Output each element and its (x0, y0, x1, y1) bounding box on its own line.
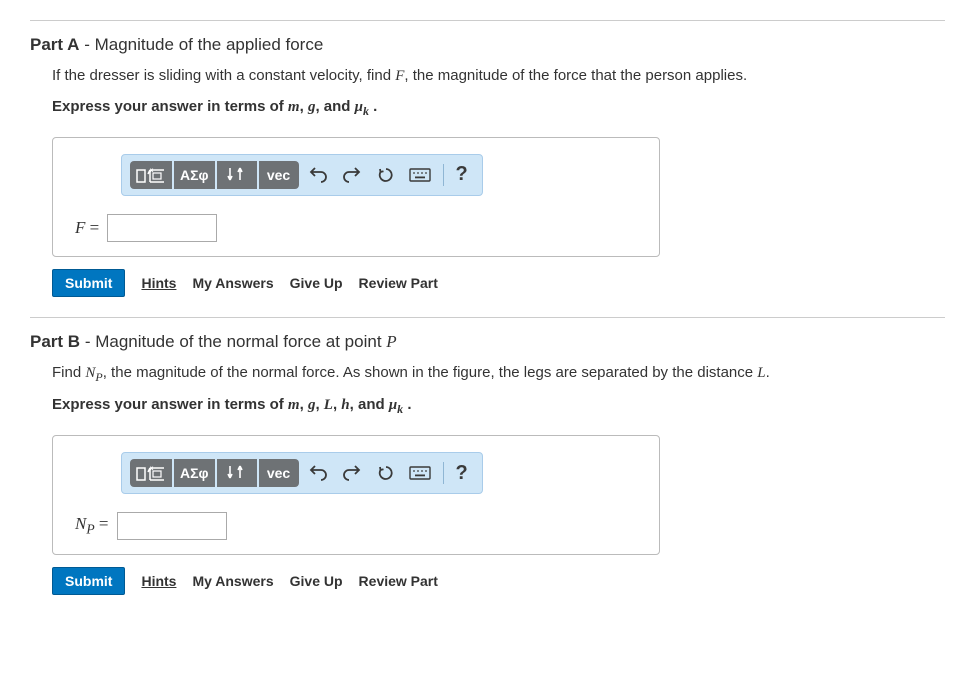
part-b-label: Part B (30, 332, 80, 351)
part-b-answer-panel: x ΑΣφ vec (52, 435, 660, 555)
reset-icon (377, 166, 395, 184)
divider (30, 317, 945, 318)
subscript-button[interactable] (217, 161, 257, 189)
vec-button[interactable]: vec (259, 459, 299, 487)
part-b-action-row: Submit Hints My Answers Give Up Review P… (52, 567, 945, 595)
part-b-title: Magnitude of the normal force at point (95, 332, 386, 351)
toolbar-separator (443, 462, 444, 484)
give-up-link[interactable]: Give Up (290, 573, 343, 589)
give-up-link[interactable]: Give Up (290, 275, 343, 291)
hints-link[interactable]: Hints (141, 573, 176, 589)
reset-button[interactable] (373, 460, 399, 486)
submit-button[interactable]: Submit (52, 567, 125, 595)
part-b-header: Part B - Magnitude of the normal force a… (30, 332, 945, 352)
part-a-eq-lhs: F = (75, 218, 99, 238)
review-part-link[interactable]: Review Part (359, 573, 438, 589)
greek-button[interactable]: ΑΣφ (174, 459, 215, 487)
var-L: L (757, 365, 765, 381)
redo-icon (343, 167, 361, 183)
reset-button[interactable] (373, 162, 399, 188)
templates-button[interactable]: x (130, 459, 172, 487)
keyboard-icon (409, 168, 431, 182)
part-a-header: Part A - Magnitude of the applied force (30, 35, 945, 55)
help-button[interactable]: ? (452, 462, 472, 485)
reset-icon (377, 464, 395, 482)
part-b-eq-lhs: NP = (75, 514, 109, 537)
subscript-icon (226, 166, 248, 184)
part-a-body: If the dresser is sliding with a constan… (52, 65, 945, 297)
keyboard-icon (409, 466, 431, 480)
undo-icon (309, 465, 327, 481)
part-a-answer-input[interactable] (107, 214, 217, 242)
var-NP: NP (85, 365, 102, 381)
part-b-description: Find NP, the magnitude of the normal for… (52, 362, 945, 386)
keyboard-button[interactable] (407, 162, 433, 188)
templates-icon: x (136, 166, 166, 184)
var-F: F (395, 68, 404, 84)
part-a-dash: - (84, 35, 94, 54)
part-a-instruction: Express your answer in terms of m, g, an… (52, 98, 945, 119)
greek-button[interactable]: ΑΣφ (174, 161, 215, 189)
part-b-equation-row: NP = (75, 512, 641, 540)
part-b-instruction: Express your answer in terms of m, g, L,… (52, 396, 945, 417)
my-answers-link[interactable]: My Answers (192, 573, 273, 589)
part-a-equation-row: F = (75, 214, 641, 242)
hints-link[interactable]: Hints (141, 275, 176, 291)
equation-toolbar: x ΑΣφ vec (121, 452, 483, 494)
part-a-title: Magnitude of the applied force (95, 35, 324, 54)
part-a-answer-panel: x ΑΣφ vec (52, 137, 660, 257)
templates-button[interactable]: x (130, 161, 172, 189)
review-part-link[interactable]: Review Part (359, 275, 438, 291)
templates-icon: x (136, 464, 166, 482)
part-b-body: Find NP, the magnitude of the normal for… (52, 362, 945, 595)
equation-toolbar: x ΑΣφ vec (121, 154, 483, 196)
undo-button[interactable] (305, 460, 331, 486)
part-a-label: Part A (30, 35, 79, 54)
undo-button[interactable] (305, 162, 331, 188)
part-a-action-row: Submit Hints My Answers Give Up Review P… (52, 269, 945, 297)
tool-group: x ΑΣφ vec (130, 161, 299, 189)
toolbar-separator (443, 164, 444, 186)
part-b-title-var: P (386, 332, 396, 351)
help-button[interactable]: ? (452, 163, 472, 186)
divider (30, 20, 945, 21)
redo-button[interactable] (339, 162, 365, 188)
redo-button[interactable] (339, 460, 365, 486)
keyboard-button[interactable] (407, 460, 433, 486)
submit-button[interactable]: Submit (52, 269, 125, 297)
part-b-answer-input[interactable] (117, 512, 227, 540)
vec-button[interactable]: vec (259, 161, 299, 189)
undo-icon (309, 167, 327, 183)
part-a-description: If the dresser is sliding with a constan… (52, 65, 945, 88)
tool-group: x ΑΣφ vec (130, 459, 299, 487)
subscript-icon (226, 464, 248, 482)
part-b-dash: - (85, 332, 95, 351)
redo-icon (343, 465, 361, 481)
my-answers-link[interactable]: My Answers (192, 275, 273, 291)
subscript-button[interactable] (217, 459, 257, 487)
